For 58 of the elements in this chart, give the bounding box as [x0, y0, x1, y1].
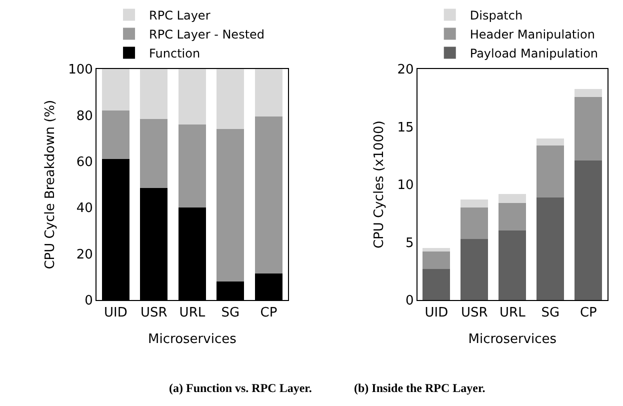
bar [536, 145, 564, 198]
y-tick-label: 0 [84, 294, 93, 309]
bar [422, 248, 450, 252]
legend-label: RPC Layer [149, 8, 210, 22]
legend-label: Payload Manipulation [470, 46, 598, 60]
y-tick-label: 40 [76, 201, 93, 216]
x-tick-label: UID [424, 306, 448, 321]
y-tick-label: 0 [406, 294, 414, 309]
bar [178, 69, 206, 125]
bar [574, 96, 602, 160]
x-tick-label: CP [260, 306, 278, 321]
bar [460, 238, 488, 300]
text: (b) Inside the RPC Layer. [354, 381, 486, 395]
y-tick-label: 10 [397, 178, 414, 194]
x-tick-label: UID [104, 306, 128, 321]
x-tick-label: URL [500, 306, 526, 321]
y-tick-label: 60 [76, 155, 93, 170]
bar [178, 124, 206, 208]
x-tick-label: CP [580, 306, 598, 321]
bar [460, 208, 488, 239]
bar [140, 69, 168, 119]
legend-label: Header Manipulation [470, 27, 595, 42]
y-tick-label: 80 [76, 108, 93, 124]
x-tick-label: SG [541, 306, 560, 321]
x-tick-label: SG [221, 306, 240, 321]
y-tick-label: 5 [406, 236, 414, 251]
y-axis-title: CPU Cycles (x1000) [372, 120, 388, 249]
x-axis-title: Microservices [468, 332, 557, 348]
bar [574, 88, 602, 97]
bar [422, 252, 450, 269]
x-axis-title: Microservices [148, 332, 237, 348]
bar [498, 194, 526, 204]
bar [140, 118, 168, 188]
y-tick-label: 20 [397, 62, 414, 78]
bar [216, 69, 244, 130]
bar [102, 69, 130, 111]
bar [536, 197, 564, 300]
bar [574, 160, 602, 300]
x-tick-label: USR [461, 306, 488, 321]
legend-label: Dispatch [470, 8, 523, 22]
x-tick-label: URL [179, 306, 206, 321]
bar [498, 230, 526, 300]
y-tick-label: 20 [76, 247, 93, 262]
bar [216, 129, 244, 282]
bar [460, 200, 488, 208]
bar [422, 268, 450, 300]
legend-label: Function [149, 46, 200, 60]
y-tick-label: 100 [68, 62, 93, 78]
legend-label: RPC Layer - Nested [149, 27, 265, 42]
bar [254, 116, 282, 274]
bar [498, 203, 526, 231]
bar [102, 110, 130, 160]
bar [254, 69, 282, 116]
y-axis-title: CPU Cycle Breakdown (%) [43, 100, 58, 270]
text: (a) Function vs. RPC Layer. [169, 381, 312, 395]
y-tick-label: 15 [397, 120, 414, 136]
bar [536, 138, 564, 146]
x-tick-label: USR [140, 306, 168, 321]
